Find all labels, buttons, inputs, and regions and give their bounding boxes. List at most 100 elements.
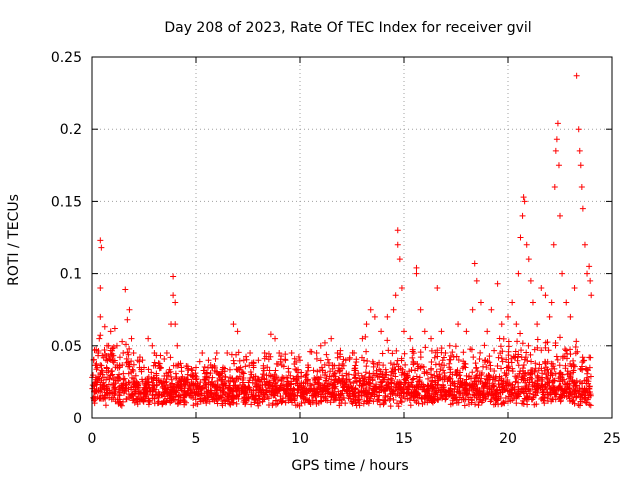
data-point [265,372,272,379]
data-point [544,366,551,373]
data-point [503,356,510,363]
data-point [220,364,227,371]
data-point [469,306,476,313]
data-point [520,194,527,201]
data-point [453,372,460,379]
data-point [349,385,356,392]
data-point [499,383,506,390]
data-point [365,391,372,398]
data-point [423,369,430,376]
data-point [167,399,174,406]
data-point [380,401,387,408]
data-point [234,385,241,392]
data-point [128,358,135,365]
data-point [342,400,349,407]
data-point [402,361,409,368]
data-point [488,388,495,395]
data-point [494,363,501,370]
data-point [242,384,249,391]
data-point [583,399,590,406]
data-point [460,349,467,356]
data-point [243,394,250,401]
data-point [252,373,259,380]
data-point [192,376,199,383]
data-point [321,339,328,346]
data-point [346,354,353,361]
data-point [208,394,215,401]
data-point [576,147,583,154]
data-point [585,385,592,392]
data-point [204,397,211,404]
data-point [361,398,368,405]
data-point [543,385,550,392]
data-point [558,393,565,400]
data-point [95,350,102,357]
data-point [121,375,128,382]
data-point [412,389,419,396]
data-point [93,378,100,385]
data-point [217,387,224,394]
data-point [134,398,141,405]
data-point [477,299,484,306]
data-point [500,378,507,385]
data-point [188,366,195,373]
data-point [429,378,436,385]
data-point [509,365,516,372]
data-point [514,338,521,345]
data-point [233,376,240,383]
data-point [130,395,137,402]
data-point [371,313,378,320]
data-point [449,378,456,385]
data-point [434,353,441,360]
data-point [556,362,563,369]
data-point [266,367,273,374]
data-point [473,387,480,394]
data-point [372,384,379,391]
data-point [288,350,295,357]
data-point [311,375,318,382]
data-point [170,393,177,400]
data-point [449,397,456,404]
data-point [230,382,237,389]
data-point [382,372,389,379]
data-point [126,345,133,352]
data-point [488,306,495,313]
data-point [152,362,159,369]
data-point [541,367,548,374]
data-point [220,398,227,405]
data-point [504,379,511,386]
data-point [424,382,431,389]
data-point [173,374,180,381]
data-point [509,396,516,403]
data-point [503,371,510,378]
data-point [409,354,416,361]
data-point [440,367,447,374]
data-point [361,373,368,380]
data-point [229,375,236,382]
data-point [557,334,564,341]
data-point [353,356,360,363]
data-point [417,354,424,361]
data-point [298,393,305,400]
data-point [463,386,470,393]
data-point [446,360,453,367]
data-point [534,321,541,328]
data-point [406,368,413,375]
data-point [280,363,287,370]
data-point [313,355,320,362]
data-point [434,285,441,292]
data-point [130,379,137,386]
data-point [377,383,384,390]
data-point [201,376,208,383]
data-point [468,346,475,353]
data-point [499,386,506,393]
data-point [269,373,276,380]
data-point [572,344,579,351]
data-point [437,387,444,394]
data-point [531,401,538,408]
data-point [125,386,132,393]
data-point [437,374,444,381]
data-point [116,362,123,369]
data-point [437,394,444,401]
data-point [145,401,152,408]
